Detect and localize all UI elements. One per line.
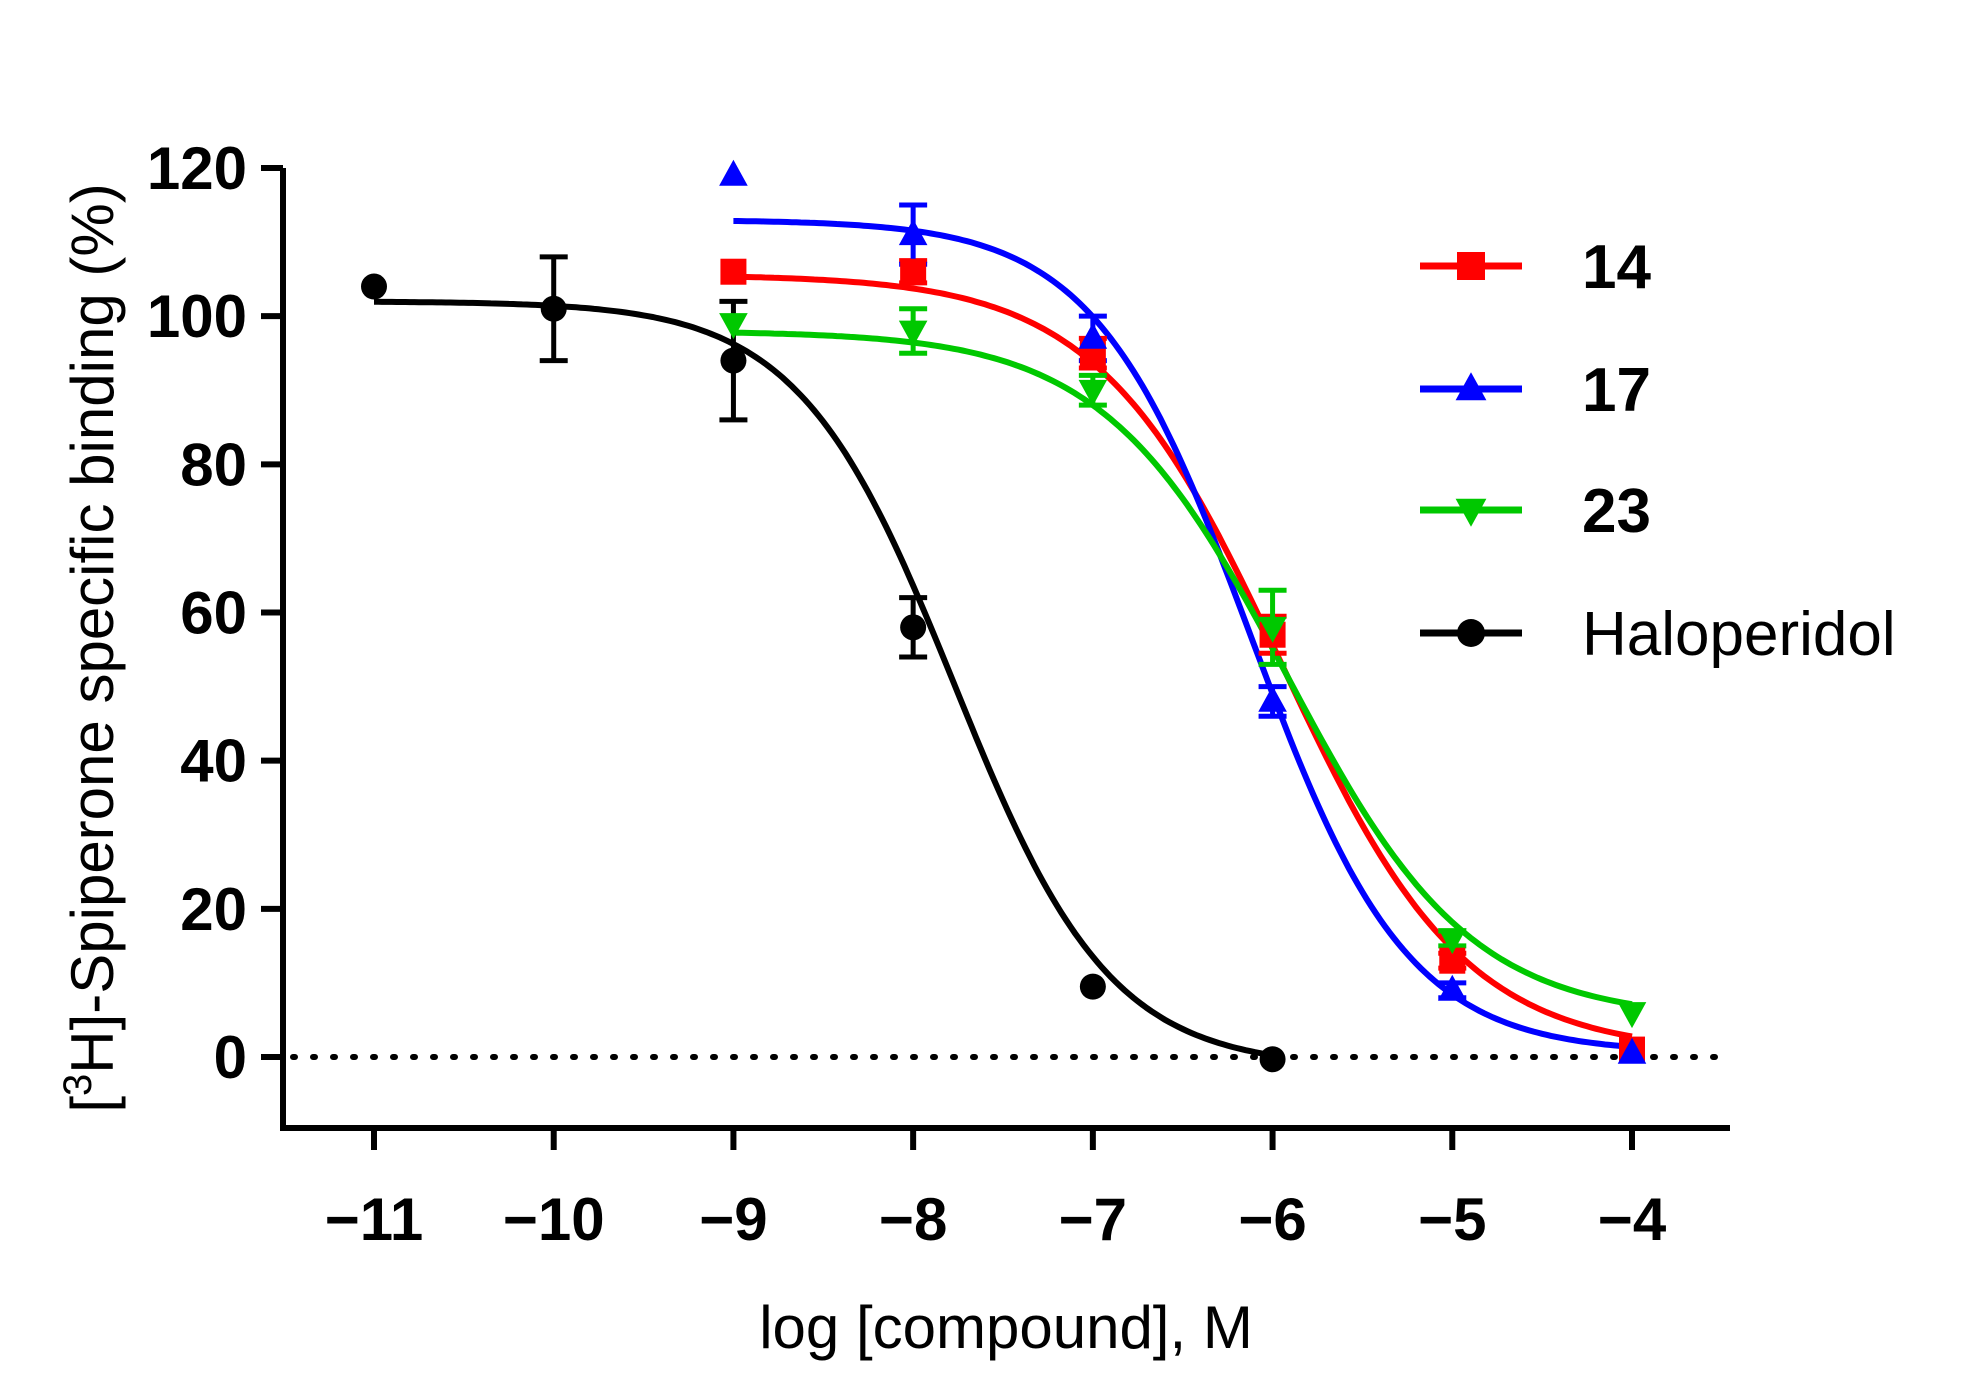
fit-curve-haloperidol [374, 298, 1274, 1059]
data-point-23 [898, 320, 928, 347]
data-point-23 [1437, 928, 1467, 955]
legend-label-haloperidol: Haloperidol [1582, 600, 1896, 669]
x-tick-label: −11 [325, 1186, 423, 1253]
x-tick-label: −10 [503, 1186, 605, 1253]
x-tick-label: −6 [1238, 1186, 1306, 1253]
y-axis-title-superscript: 3 [56, 1074, 100, 1096]
axes [280, 168, 1730, 1131]
fit-curve-23 [733, 329, 1633, 1008]
legend-item-17: 17 [1420, 356, 1651, 425]
legend-marker-14 [1457, 252, 1485, 280]
x-tick-label: −7 [1059, 1186, 1127, 1253]
data-point-17 [1617, 1037, 1647, 1064]
legend-marker-17 [1455, 372, 1487, 401]
data-point-23 [1258, 616, 1287, 643]
y-tick-label: 80 [180, 431, 247, 498]
data-point-17 [898, 219, 928, 246]
x-tick-label: −9 [699, 1186, 767, 1253]
data-point-14 [900, 258, 927, 285]
y-axis-title: [3H]-Spiperone specific binding (%) [56, 183, 126, 1112]
x-tick-label: −8 [879, 1186, 947, 1253]
data-point-haloperidol [720, 347, 747, 374]
y-tick-label: 60 [180, 580, 247, 647]
x-tick-label: −4 [1598, 1186, 1667, 1253]
legend-marker-23 [1455, 498, 1487, 527]
legend-item-14: 14 [1420, 233, 1651, 302]
fit-curve-14 [733, 273, 1633, 1040]
y-tick-label: 40 [180, 728, 247, 795]
data-point-17 [1258, 685, 1287, 712]
legend-item-23: 23 [1420, 477, 1651, 546]
x-axis-title: log [compound], M [759, 1294, 1253, 1361]
data-point-23 [1078, 379, 1108, 406]
legend-label-17: 17 [1582, 356, 1651, 425]
data-point-23 [719, 313, 748, 340]
x-tick-label: −5 [1418, 1186, 1486, 1253]
y-tick-label: 120 [147, 135, 247, 202]
data-point-haloperidol [540, 295, 567, 322]
y-tick-label: 0 [214, 1024, 247, 1091]
y-tick-label: 100 [147, 283, 247, 350]
data-point-17 [719, 159, 748, 186]
y-axis-title-prefix: [ [59, 1096, 126, 1113]
data-point-haloperidol [1259, 1046, 1286, 1073]
data-point-17 [1078, 322, 1108, 349]
y-axis-title-rest: H]-Spiperone specific binding (%) [59, 183, 126, 1073]
y-tick-label: 20 [180, 876, 247, 943]
legend: 14 17 23 Haloperidol [1420, 233, 1896, 669]
legend-marker-haloperidol [1457, 619, 1485, 647]
legend-item-haloperidol: Haloperidol [1420, 600, 1896, 669]
data-point-23 [1617, 1002, 1647, 1029]
ticks: 0 20 40 60 80 100 120 −11 −10 −9 −8 −7 −6 −5 −4 [147, 135, 1667, 1253]
data-point-haloperidol [900, 614, 927, 641]
data-point-17 [1437, 974, 1467, 1001]
legend-label-23: 23 [1582, 477, 1651, 546]
data-point-haloperidol [361, 273, 387, 300]
fit-curves [374, 218, 1633, 1059]
fit-curve-17 [733, 218, 1633, 1050]
data-point-haloperidol [1079, 973, 1106, 1000]
data-points [361, 159, 1647, 1073]
legend-label-14: 14 [1582, 233, 1651, 302]
data-point-14 [720, 258, 747, 285]
